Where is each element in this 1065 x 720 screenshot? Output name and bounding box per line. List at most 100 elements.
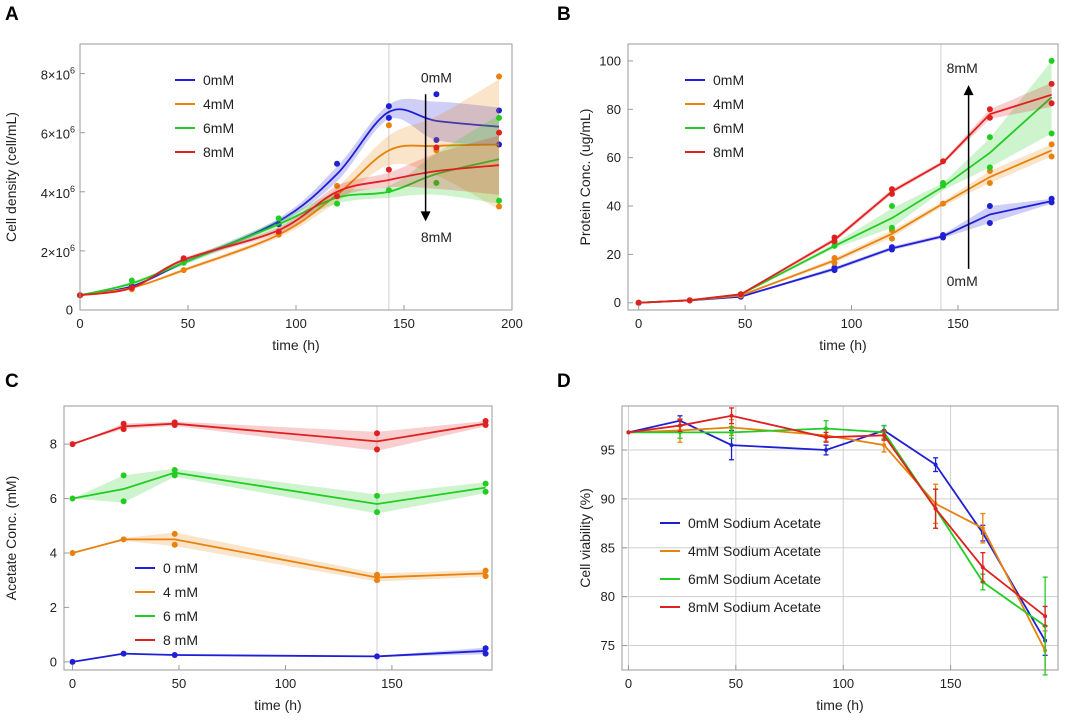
panel-letter-c: C — [5, 371, 19, 392]
data-point — [334, 182, 341, 189]
data-point — [1048, 199, 1055, 206]
data-point — [482, 480, 489, 487]
data-point — [120, 650, 127, 657]
confidence-band — [638, 82, 1052, 303]
x-axis-title: time (h) — [254, 697, 301, 713]
y-tick-mantissa: 4×10 — [41, 186, 70, 201]
data-point — [69, 658, 76, 665]
data-point — [980, 526, 985, 531]
x-tick-label: 0 — [625, 676, 632, 691]
y-tick-label: 0 — [66, 303, 73, 318]
data-point — [171, 541, 178, 548]
series-line — [628, 414, 1046, 617]
plot-frame — [627, 43, 1059, 311]
data-point — [482, 488, 489, 495]
panel-letter-d: D — [557, 371, 571, 392]
data-point — [882, 443, 887, 448]
data-point — [385, 103, 392, 110]
data-point — [980, 565, 985, 570]
data-point — [737, 291, 744, 298]
data-point — [888, 224, 895, 231]
data-point — [334, 160, 341, 167]
data-point — [986, 180, 993, 187]
x-tick-label: 150 — [393, 316, 415, 331]
series-line — [638, 93, 1052, 304]
data-point — [275, 215, 282, 222]
y-tick-label: 2×106 — [41, 243, 75, 260]
y-tick-label: 0 — [50, 654, 57, 669]
data-point — [120, 536, 127, 543]
data-point — [180, 255, 187, 262]
data-point — [1043, 614, 1048, 619]
y-tick-label: 6 — [50, 491, 57, 506]
data-point — [686, 297, 693, 304]
series-line — [79, 158, 500, 297]
x-tick-label: 150 — [381, 676, 403, 691]
y-tick-label: 95 — [601, 443, 615, 458]
plot-frame — [621, 405, 1059, 671]
chart-panel-d: 0 50 100 150 75 80 85 90 95 time (h) Cell viabilit… — [577, 405, 1059, 713]
data-point — [496, 129, 503, 136]
chart-panel-b: 0 50 100 150 0 20 40 60 80 100 time (h) Protein Con… — [577, 43, 1059, 353]
data-point — [120, 472, 127, 479]
y-tick-mantissa: 2×10 — [41, 245, 70, 260]
annotation-label: 8mM — [421, 229, 452, 245]
data-point — [933, 506, 938, 511]
data-point — [1048, 130, 1055, 137]
legend-label: 0mM Sodium Acetate — [688, 515, 821, 531]
panel-letter-b: B — [557, 4, 571, 25]
data-point — [986, 203, 993, 210]
y-tick-label: 6×106 — [41, 125, 75, 142]
x-tick-label: 0 — [635, 316, 642, 331]
x-tick-label: 0 — [76, 316, 83, 331]
data-point — [1048, 141, 1055, 148]
y-axis-title: Cell viability (%) — [577, 488, 593, 588]
data-point — [888, 190, 895, 197]
legend-label: 4mM Sodium Acetate — [688, 543, 821, 559]
data-point — [831, 255, 838, 262]
y-tick-exponent: 6 — [70, 243, 75, 253]
data-point — [385, 187, 392, 194]
data-point — [496, 197, 503, 204]
y-tick-label: 80 — [601, 589, 615, 604]
legend-label: 0mM — [203, 72, 234, 88]
annotation-arrow-head — [420, 211, 431, 222]
data-point — [986, 106, 993, 113]
x-tick-label: 100 — [285, 316, 307, 331]
data-point — [635, 299, 642, 306]
data-point — [482, 645, 489, 652]
data-point — [374, 430, 381, 437]
y-tick-exponent: 6 — [70, 66, 75, 76]
data-point — [1048, 80, 1055, 87]
data-point — [433, 91, 440, 98]
data-point — [385, 166, 392, 173]
legend-label: 8mM — [713, 144, 744, 160]
legend-label: 0 mM — [163, 560, 198, 576]
y-tick-label: 85 — [601, 540, 615, 555]
y-tick-label: 8 — [50, 437, 57, 452]
data-point — [496, 107, 503, 114]
y-tick-label: 90 — [601, 491, 615, 506]
y-tick-exponent: 6 — [70, 184, 75, 194]
panel-letter-a: A — [5, 4, 19, 25]
data-point — [374, 492, 381, 499]
data-point — [986, 114, 993, 121]
data-point — [888, 186, 895, 193]
data-point — [729, 443, 734, 448]
plot-frame — [63, 405, 493, 671]
x-tick-label: 200 — [501, 316, 523, 331]
x-tick-label: 100 — [832, 676, 854, 691]
data-point — [831, 238, 838, 245]
data-point — [374, 509, 381, 516]
x-tick-label: 50 — [729, 676, 743, 691]
x-tick-label: 50 — [738, 316, 752, 331]
data-point — [1048, 153, 1055, 160]
data-point — [986, 164, 993, 171]
legend-label: 4 mM — [163, 584, 198, 600]
data-point — [374, 446, 381, 453]
data-point — [334, 193, 341, 200]
data-point — [729, 413, 734, 418]
data-point — [1048, 100, 1055, 107]
data-point — [626, 430, 631, 435]
